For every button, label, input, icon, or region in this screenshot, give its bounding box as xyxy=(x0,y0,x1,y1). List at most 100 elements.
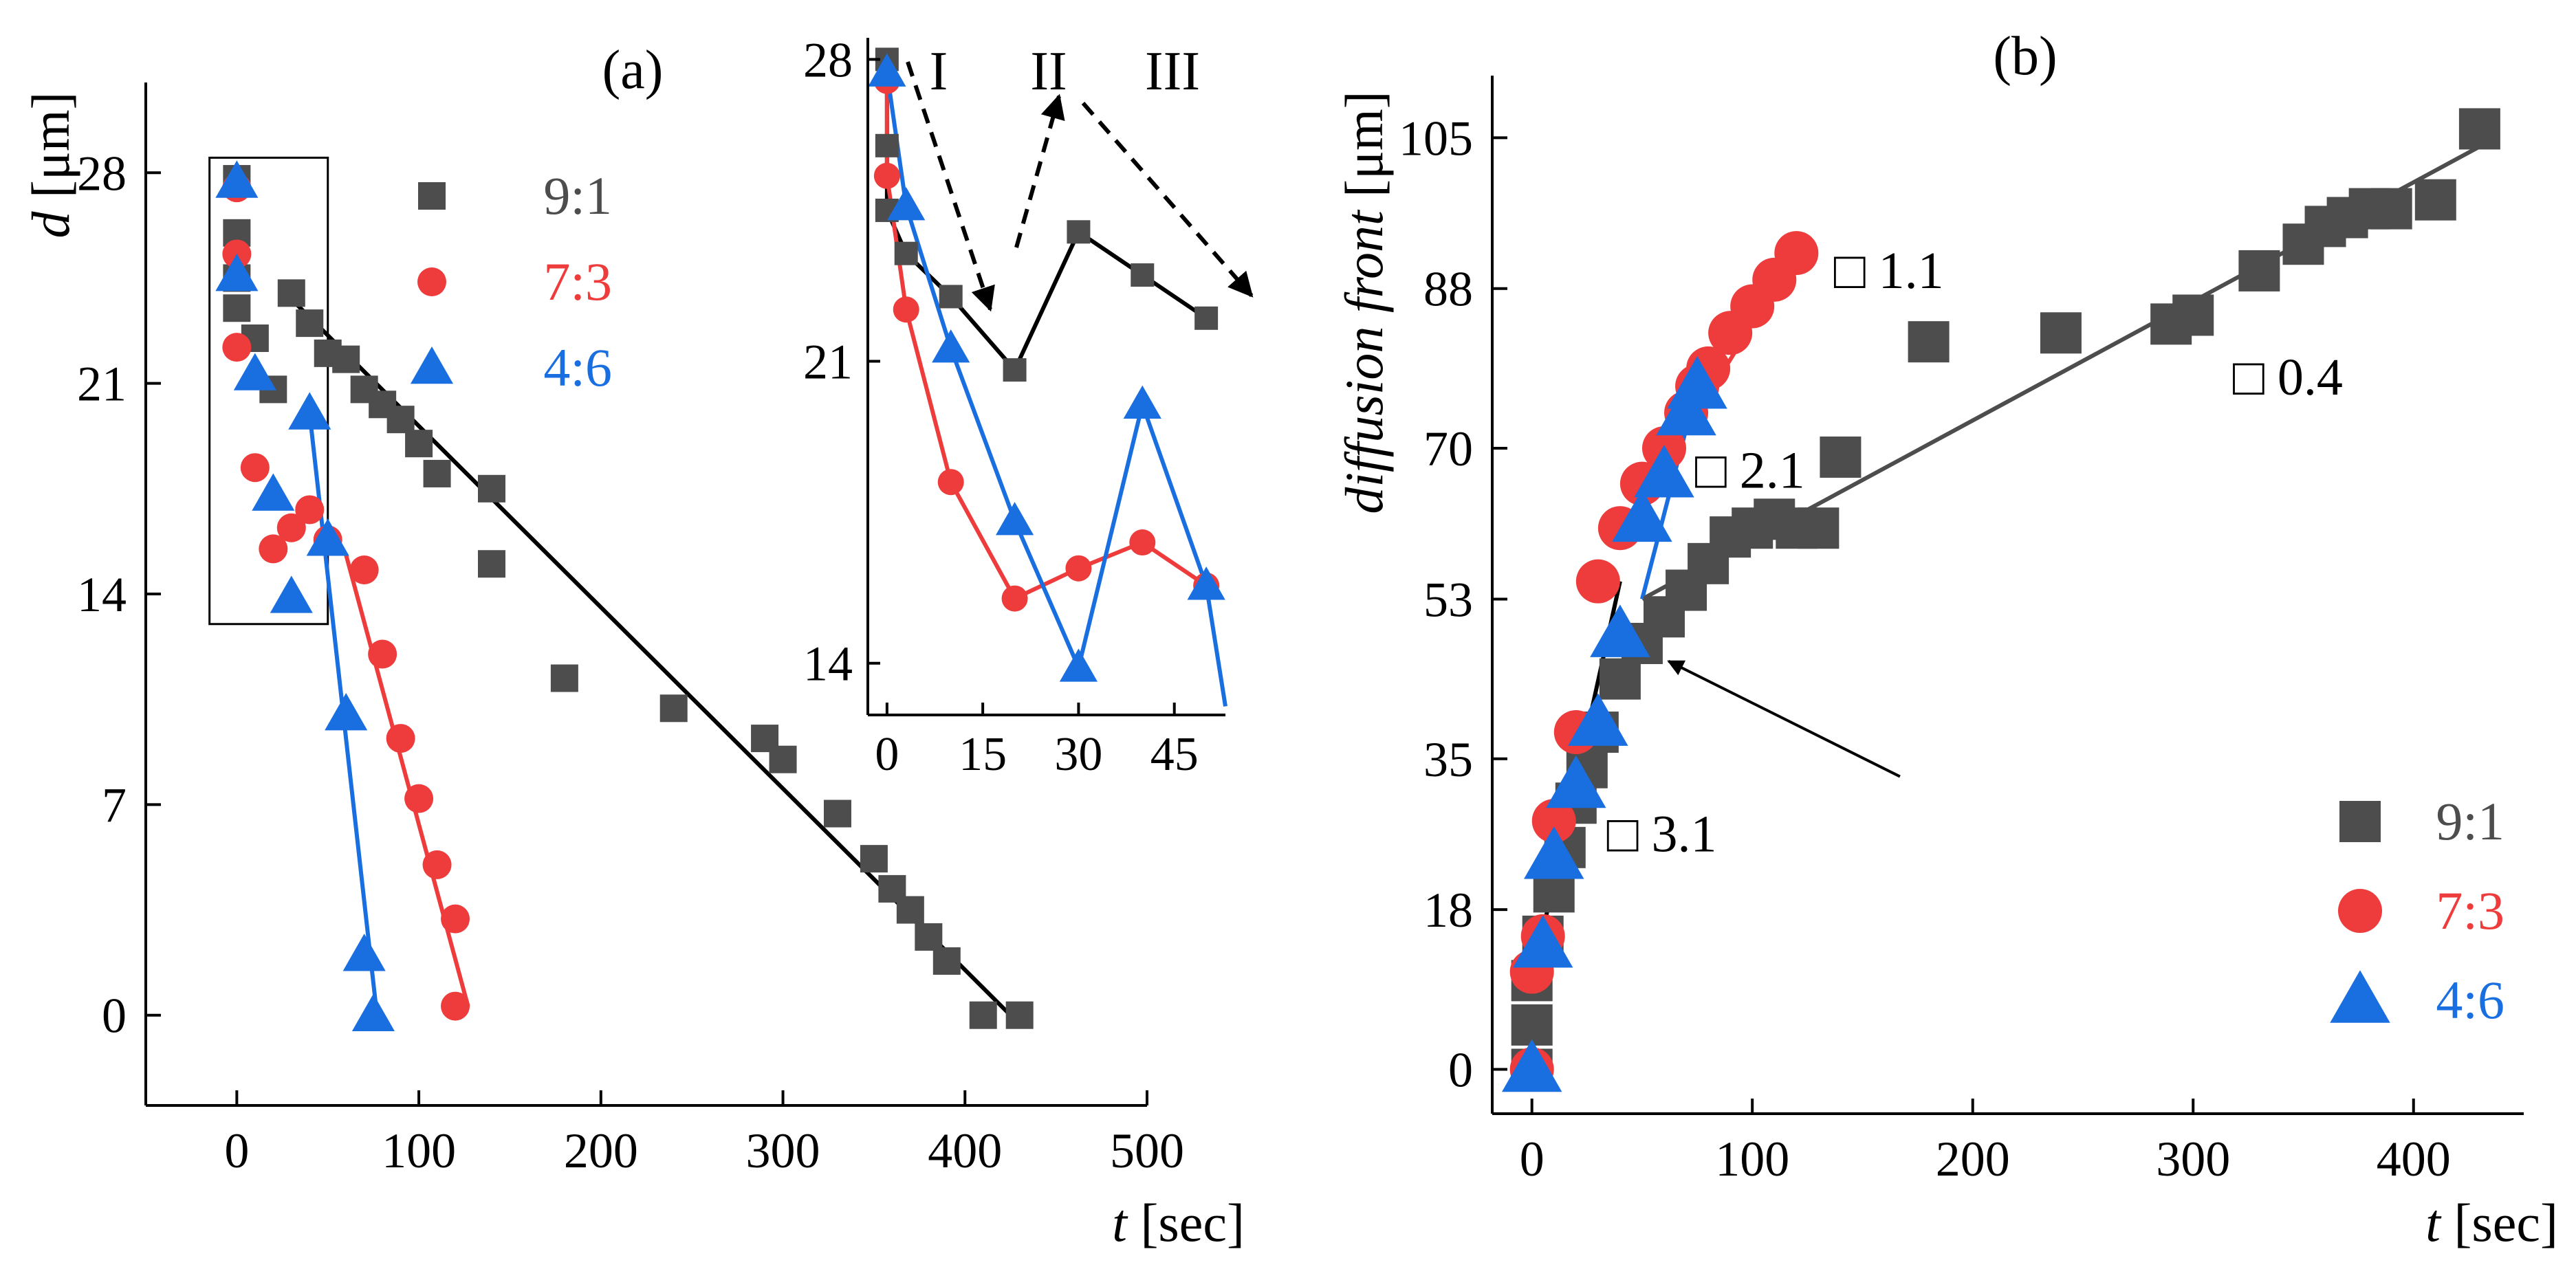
inset-point-7-3 xyxy=(893,296,919,323)
point-9-1 xyxy=(659,694,688,723)
point-9-1 xyxy=(1798,507,1840,549)
legend-marker-7-3 xyxy=(2338,889,2382,933)
slope-annotation: □ 3.1 xyxy=(1607,805,1717,863)
point-7-3 xyxy=(222,333,252,362)
panel-b-xlabel: t [sec] xyxy=(2425,1193,2558,1253)
inset-point-4-6 xyxy=(932,329,970,363)
point-4-6 xyxy=(270,575,313,613)
point-7-3 xyxy=(1531,799,1576,844)
inset-point-9-1 xyxy=(1194,306,1219,330)
inset-y-tick-label: 21 xyxy=(803,335,853,390)
point-9-1 xyxy=(2172,294,2214,336)
slope-annotation: □ 1.1 xyxy=(1834,242,1944,300)
point-7-3 xyxy=(368,639,397,669)
point-4-6 xyxy=(351,993,395,1031)
point-9-1 xyxy=(2238,250,2280,291)
inset-point-7-3 xyxy=(873,162,900,189)
panel-a-axes: (a) t [sec] d [μm] 0 100 200 300 400 50007142… xyxy=(21,40,1245,1253)
point-9-1 xyxy=(823,800,851,828)
inset-y-tick-label: 14 xyxy=(803,637,853,692)
x-tick-label: 300 xyxy=(746,1123,820,1178)
legend-marker-7-3 xyxy=(417,267,446,296)
y-tick-label: 35 xyxy=(1423,732,1473,787)
y-tick-label: 88 xyxy=(1423,262,1473,317)
inset-point-4-6 xyxy=(995,502,1034,536)
y-tick-label: 28 xyxy=(77,146,127,201)
inset-regions: I II III xyxy=(906,41,1254,312)
point-9-1 xyxy=(386,406,415,434)
inset-x-tick-label: 30 xyxy=(1054,728,1102,781)
x-tick-label: 100 xyxy=(382,1123,456,1178)
slope-annotation: □ 0.4 xyxy=(2233,349,2343,406)
y-tick-label: 0 xyxy=(102,989,127,1044)
point-7-3 xyxy=(1575,559,1620,604)
point-9-1 xyxy=(896,896,924,924)
inset-line-4-6 xyxy=(884,71,1227,707)
point-9-1 xyxy=(2458,108,2500,150)
point-9-1 xyxy=(550,664,578,692)
point-7-3 xyxy=(276,513,306,542)
legend-marker-4-6 xyxy=(2330,970,2390,1023)
point-9-1 xyxy=(2040,312,2082,354)
panel-a-ylabel: d [μm] xyxy=(21,92,80,239)
point-9-1 xyxy=(296,309,324,338)
point-4-6 xyxy=(306,518,349,556)
inset-point-4-6 xyxy=(868,53,906,87)
region-label-3: III xyxy=(1145,41,1200,102)
inset-axes: 0 15 30 45 14 21 28 xyxy=(803,32,1225,781)
inset-data xyxy=(868,47,1227,707)
inset-point-7-3 xyxy=(1129,529,1156,556)
inset-point-9-1 xyxy=(875,133,899,157)
x-tick-label: 400 xyxy=(2377,1132,2451,1187)
point-4-6 xyxy=(1546,755,1606,808)
point-9-1 xyxy=(860,845,888,873)
inset-point-9-1 xyxy=(1067,220,1091,244)
point-4-6 xyxy=(1612,489,1672,542)
inset-background xyxy=(866,27,1238,715)
inset-point-7-3 xyxy=(1001,585,1028,612)
point-7-3 xyxy=(1774,231,1819,276)
panel-b-data xyxy=(1501,108,2500,1092)
inset-x-tick-label: 15 xyxy=(959,728,1007,781)
x-tick-label: 200 xyxy=(564,1123,638,1178)
x-tick-label: 200 xyxy=(1936,1132,2010,1187)
region-label-2: II xyxy=(1030,41,1067,102)
point-9-1 xyxy=(477,550,505,578)
point-9-1 xyxy=(277,279,305,307)
x-tick-label: 400 xyxy=(928,1123,1002,1178)
point-7-3 xyxy=(349,555,379,584)
point-7-3 xyxy=(240,453,270,483)
point-7-3 xyxy=(441,904,470,934)
point-9-1 xyxy=(405,430,433,458)
point-9-1 xyxy=(2414,179,2456,221)
legend-marker-9-1 xyxy=(2339,801,2381,842)
slope-annotation: □ 2.1 xyxy=(1695,441,1805,499)
inset-point-4-6 xyxy=(887,187,926,221)
legend-marker-4-6 xyxy=(410,346,454,384)
highlight-box xyxy=(208,156,329,626)
point-4-6 xyxy=(215,254,259,291)
x-tick-label: 0 xyxy=(224,1123,249,1178)
inset-point-9-1 xyxy=(939,285,963,309)
inset-point-7-3 xyxy=(937,469,964,496)
legend-label-4-6: 4:6 xyxy=(2436,970,2504,1030)
y-tick-label: 18 xyxy=(1423,883,1473,938)
x-tick-label: 500 xyxy=(1110,1123,1184,1178)
x-tick-label: 0 xyxy=(1520,1132,1544,1187)
region-arrow-1 xyxy=(906,61,995,312)
inset-point-4-6 xyxy=(1123,385,1161,419)
point-4-6 xyxy=(342,934,386,971)
point-4-6 xyxy=(1656,382,1716,436)
point-4-6 xyxy=(1501,1039,1562,1092)
inset-x-tick-label: 0 xyxy=(875,728,899,781)
x-tick-label: 300 xyxy=(2156,1132,2230,1187)
point-4-6 xyxy=(325,693,368,731)
point-7-3 xyxy=(422,850,452,879)
pointer-arrow xyxy=(1667,660,1901,778)
panel-a-xlabel: t [sec] xyxy=(1112,1193,1245,1253)
panel-a-legend: 9:1 7:3 4:6 xyxy=(410,166,612,397)
point-9-1 xyxy=(1511,1004,1553,1046)
point-4-6 xyxy=(215,160,259,198)
